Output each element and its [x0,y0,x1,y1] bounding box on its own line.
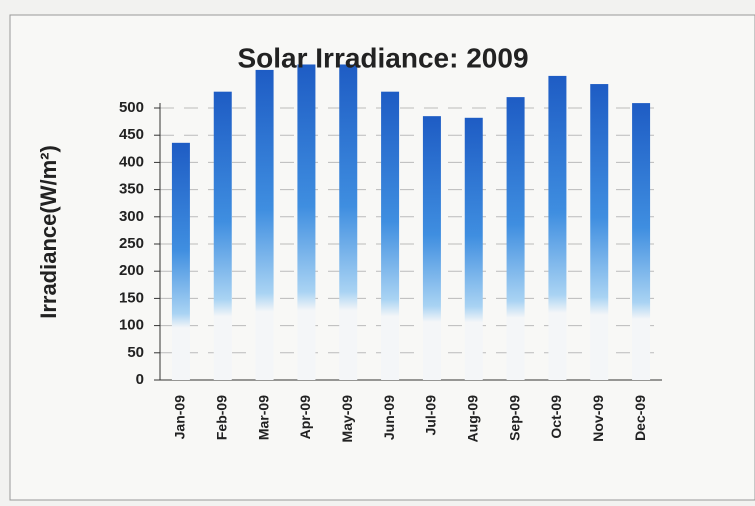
y-tick-label: 500 [119,99,144,116]
bar [255,69,274,381]
x-tick-label: Aug-09 [464,395,480,443]
y-tick-label: 300 [119,208,144,225]
x-tick-label: Dec-09 [632,395,648,441]
bar [171,142,190,380]
y-tick-label: 150 [119,289,144,306]
bar [297,64,316,380]
x-tick-label: Jul-09 [423,395,439,436]
y-axis-label: Irradiance(W/m²) [36,145,61,319]
x-tick-label: Jun-09 [381,395,397,440]
y-tick-label: 100 [119,317,144,334]
x-tick-label: Feb-09 [213,395,229,440]
chart-title: Solar Irradiance: 2009 [237,42,528,73]
y-tick-label: 400 [119,153,144,170]
x-tick-label: Apr-09 [297,395,313,440]
y-tick-label: 450 [119,126,144,143]
x-tick-label: Jan-09 [172,395,188,440]
bar [632,103,651,380]
x-tick-label: May-09 [339,395,355,443]
y-tick-label: 50 [127,344,144,361]
y-tick-label: 0 [136,371,144,388]
bar [381,91,400,381]
y-tick-label: 200 [119,262,144,279]
bar [590,84,609,381]
bar [506,97,525,381]
y-tick-label: 250 [119,235,144,252]
x-tick-label: Oct-09 [548,395,564,439]
x-tick-label: Mar-09 [255,395,271,440]
x-tick-label: Nov-09 [590,395,606,442]
bar [422,116,441,380]
x-tick-label: Sep-09 [506,395,522,441]
bar [339,64,358,380]
bar [213,91,232,381]
y-tick-label: 350 [119,181,144,198]
bar [548,75,567,381]
bar [464,117,483,381]
